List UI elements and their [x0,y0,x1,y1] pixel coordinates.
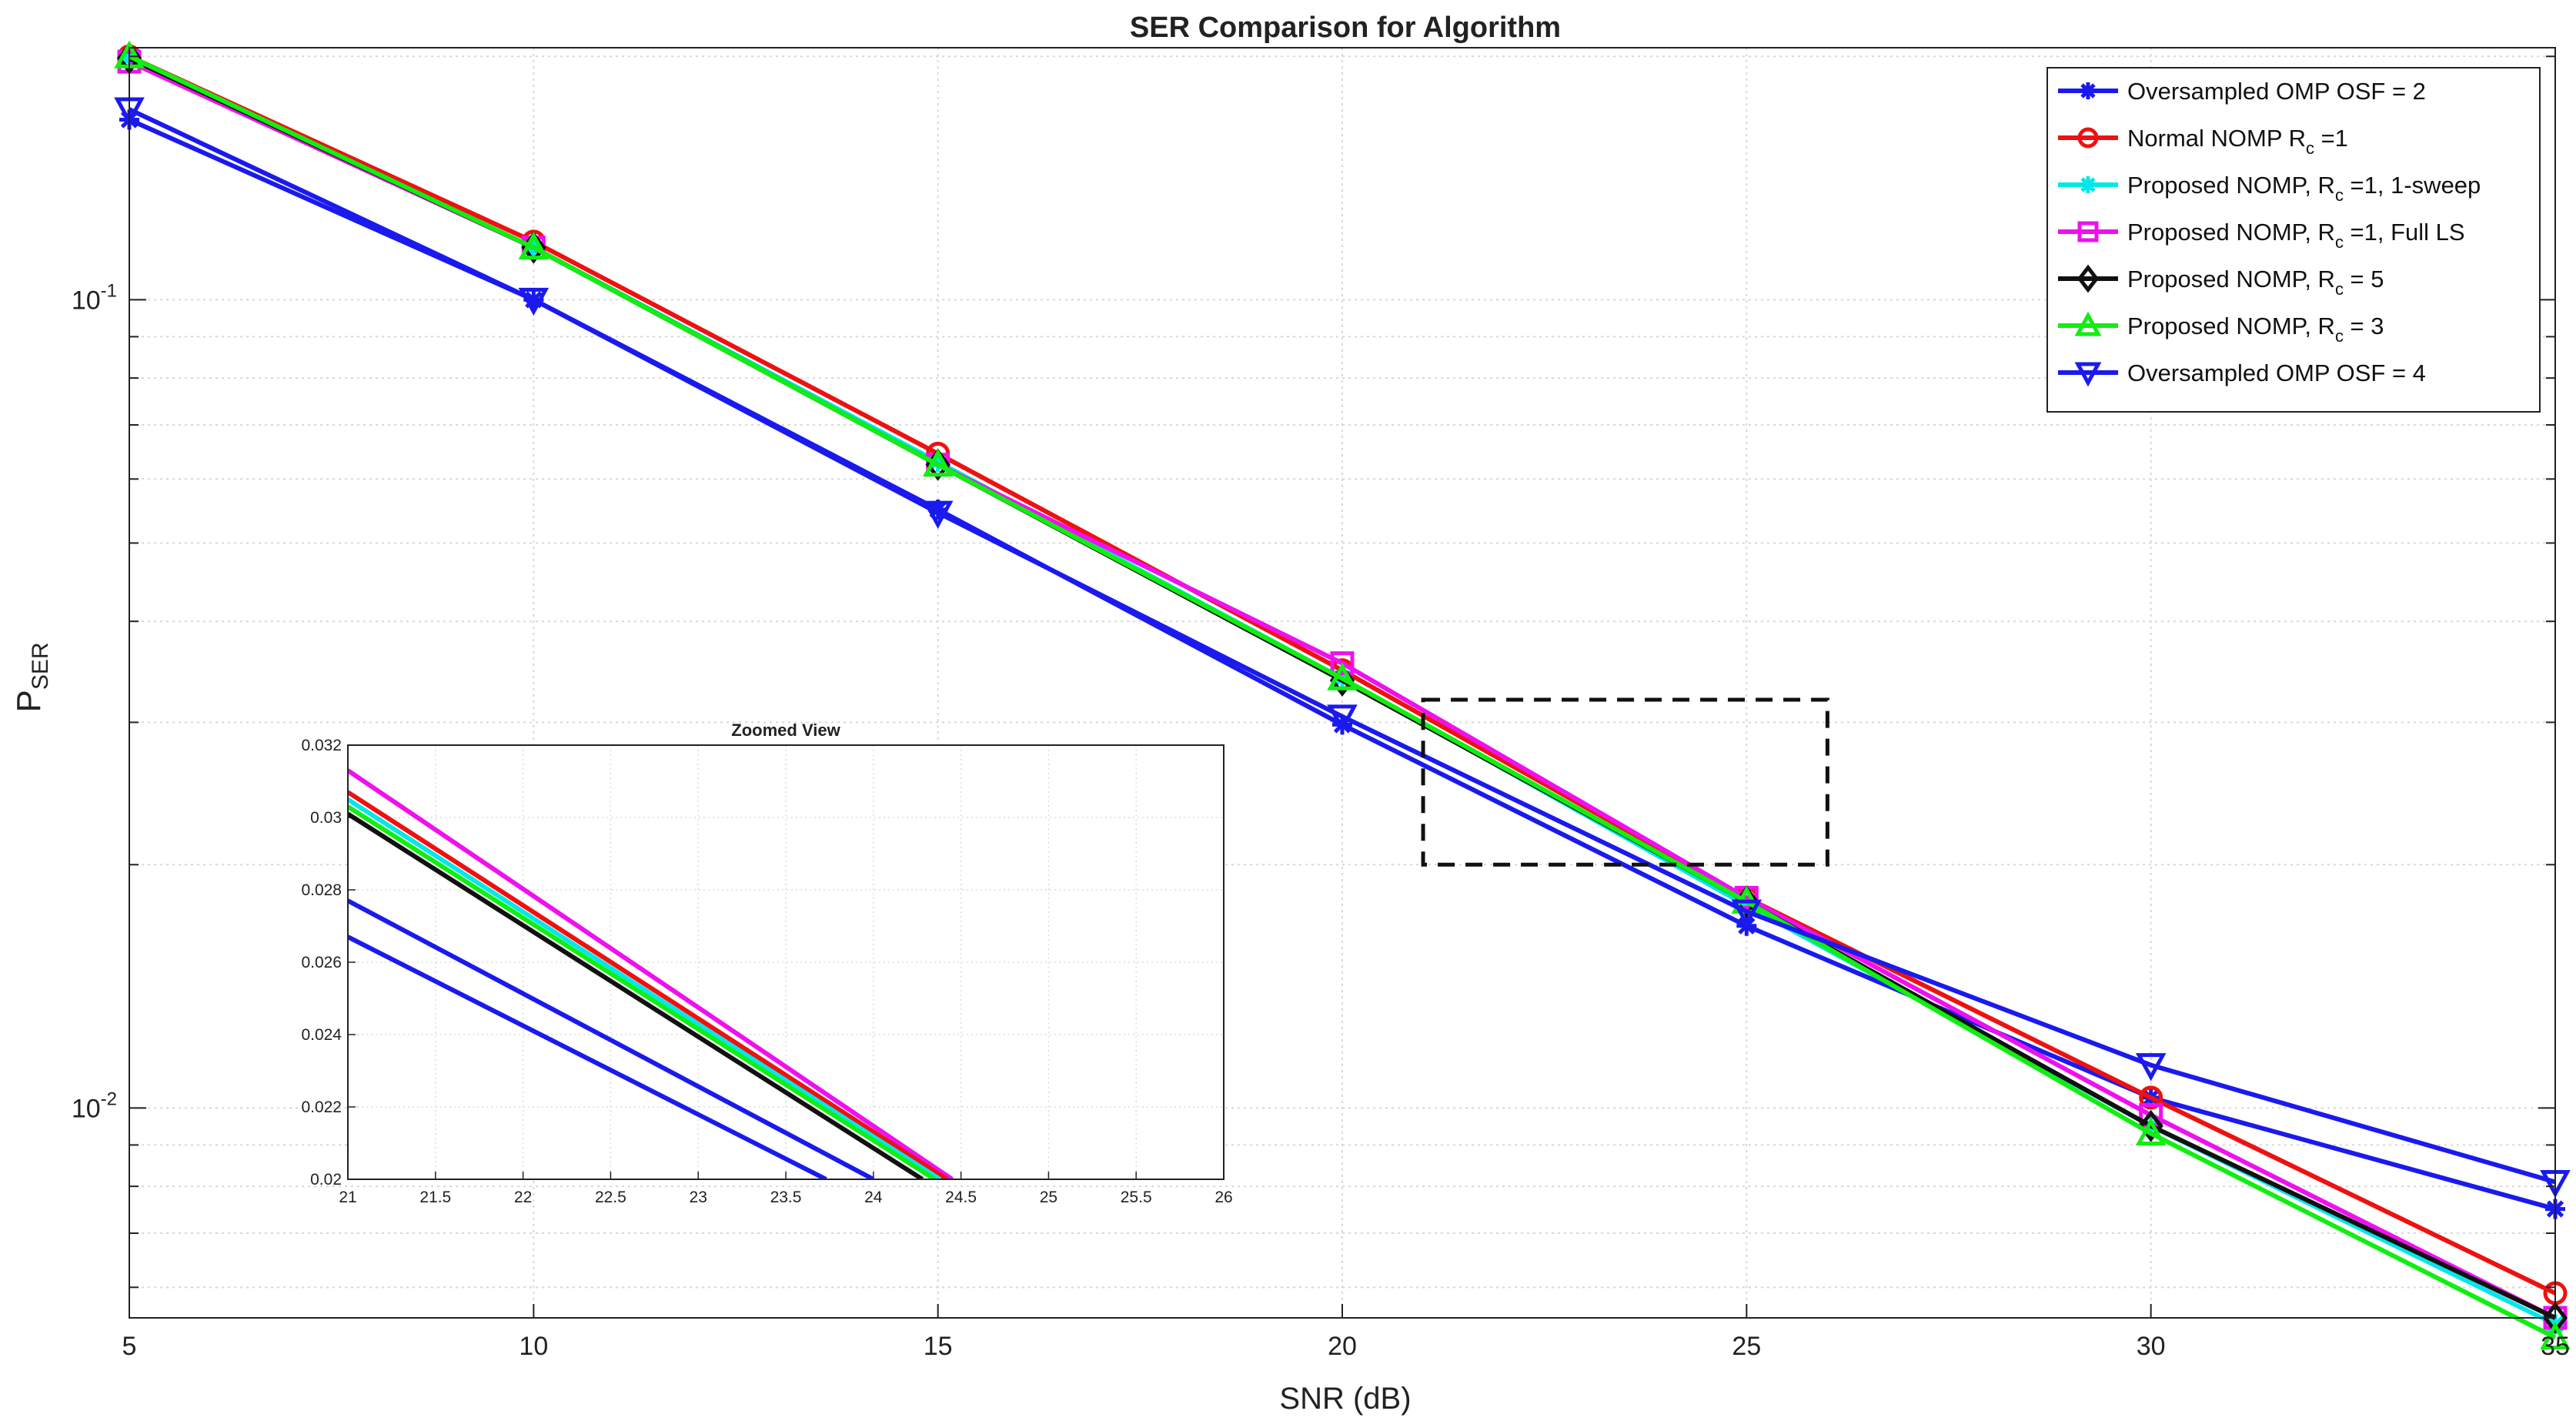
inset-title: Zoomed View [731,721,840,740]
data-point [2077,127,2099,149]
legend-label: Proposed NOMP, Rc = 3 [2127,313,2384,346]
data-point [927,452,948,473]
legend-box [2046,67,2541,413]
inset-y-tick-label: 0.026 [301,954,342,971]
series-path [128,54,2557,1340]
data-point [2080,82,2097,99]
chart-title: SER Comparison for Algorithm [1130,12,1561,44]
inset-x-tick-label: 23.5 [770,1189,802,1206]
inset-series-line-5 [348,811,924,1179]
data-point [2074,362,2102,387]
inset-x-tick-label: 26 [1214,1189,1232,1206]
legend-label: Oversampled OMP OSF = 4 [2127,359,2426,386]
y-tick-label: 10-2 [72,1088,117,1123]
data-point [927,499,948,520]
x-tick-label: 15 [924,1332,953,1361]
inset-x-tick-label: 22 [514,1189,532,1206]
data-point [2135,1053,2167,1082]
legend-label: Proposed NOMP, Rc =1, Full LS [2127,219,2465,252]
data-point [1330,651,1355,676]
legend-item-1: Oversampled OMP OSF = 2 [2058,78,2426,105]
y-axis-label: PSER [10,642,53,712]
legend-label: Oversampled OMP OSF = 2 [2127,78,2426,105]
y-axis-label-sub: SER [28,642,53,690]
inset-x-tick-label: 21 [339,1189,356,1206]
inset-x-tick-label: 21.5 [419,1189,451,1206]
legend-item-7: Oversampled OMP OSF = 4 [2058,359,2426,387]
x-tick-label: 5 [122,1332,137,1361]
y-axis-label-main: P [10,690,48,712]
inset-series-line-2 [348,790,949,1179]
inset-x-tick-label: 24 [864,1189,883,1206]
zoom-region-box [1421,697,1829,867]
legend-item-2: Normal NOMP Rc =1 [2058,125,2348,158]
data-point [922,448,954,477]
x-tick-label: 30 [2137,1332,2166,1361]
data-point [2077,221,2099,242]
data-point [1731,899,1762,928]
svg-text:PSER: PSER [10,642,53,712]
data-point [922,500,954,529]
series-line-7 [114,97,2571,1199]
main-series-group [114,40,2571,1350]
data-point [2138,1109,2163,1142]
inset-series-group [348,768,954,1179]
inset-series-line-3 [348,797,941,1179]
inset-x-tick-label: 25 [1040,1189,1057,1206]
data-point [2542,1301,2568,1335]
x-tick-label: 20 [1328,1332,1357,1361]
inset-series-line-1 [348,768,954,1179]
data-point [2139,1085,2163,1110]
inset-x-tick-label: 22.5 [595,1189,626,1206]
inset-series-line-6 [348,898,875,1179]
legend-label: Proposed NOMP, Rc = 5 [2127,266,2384,299]
x-tick-label: 10 [519,1332,548,1361]
inset-y-tick-label: 0.03 [310,809,342,827]
data-point [518,231,550,260]
zoomed-view-inset: 21 21.5 22 22.5 23 23.5 24 24.5 25 25.5 26 0.02 0.02… [301,721,1232,1206]
inset-x-tick-label: 23 [690,1189,707,1206]
data-point [1736,895,1757,916]
inset-x-tick-label: 25.5 [1121,1189,1152,1206]
legend-item-3: Proposed NOMP, Rc =1, 1-sweep [2058,172,2481,205]
data-point [2540,1321,2571,1350]
inset-y-tick-label: 0.022 [301,1098,342,1116]
data-point [2077,264,2100,293]
legend: Oversampled OMP OSF = 2 Normal NOMP Rc =1… [2046,67,2541,413]
inset-frame [347,744,1225,1180]
main-ticks: 5 10 15 20 25 30 35 10-1 10-2 [72,55,2570,1361]
inset-y-tick-label: 0.028 [301,881,342,899]
x-tick-label: 35 [2541,1332,2570,1361]
series-path [128,107,2556,1185]
inset-series-line-7 [348,935,827,1179]
data-point [2074,311,2102,336]
data-point [1327,704,1358,733]
legend-label: Normal NOMP Rc =1 [2127,125,2348,158]
legend-item-5: Proposed NOMP, Rc = 5 [2058,264,2384,299]
x-tick-label: 25 [1732,1332,1761,1361]
legend-item-6: Proposed NOMP, Rc = 3 [2058,311,2384,346]
inset-y-tick-label: 0.024 [301,1026,342,1044]
y-tick-label: 10-1 [72,280,117,315]
data-point [518,287,550,316]
data-point [2080,176,2097,193]
inset-x-tick-label: 24.5 [945,1189,977,1206]
data-point [2135,1117,2167,1145]
inset-y-tick-label: 0.032 [301,737,342,754]
x-axis-label: SNR (dB) [1279,1382,1411,1416]
inset-y-tick-label: 0.02 [310,1171,342,1189]
legend-label: Proposed NOMP, Rc =1, 1-sweep [2127,172,2481,205]
legend-item-4: Proposed NOMP, Rc =1, Full LS [2058,219,2465,252]
data-point [1327,662,1358,690]
inset-series-line-4 [348,804,937,1179]
